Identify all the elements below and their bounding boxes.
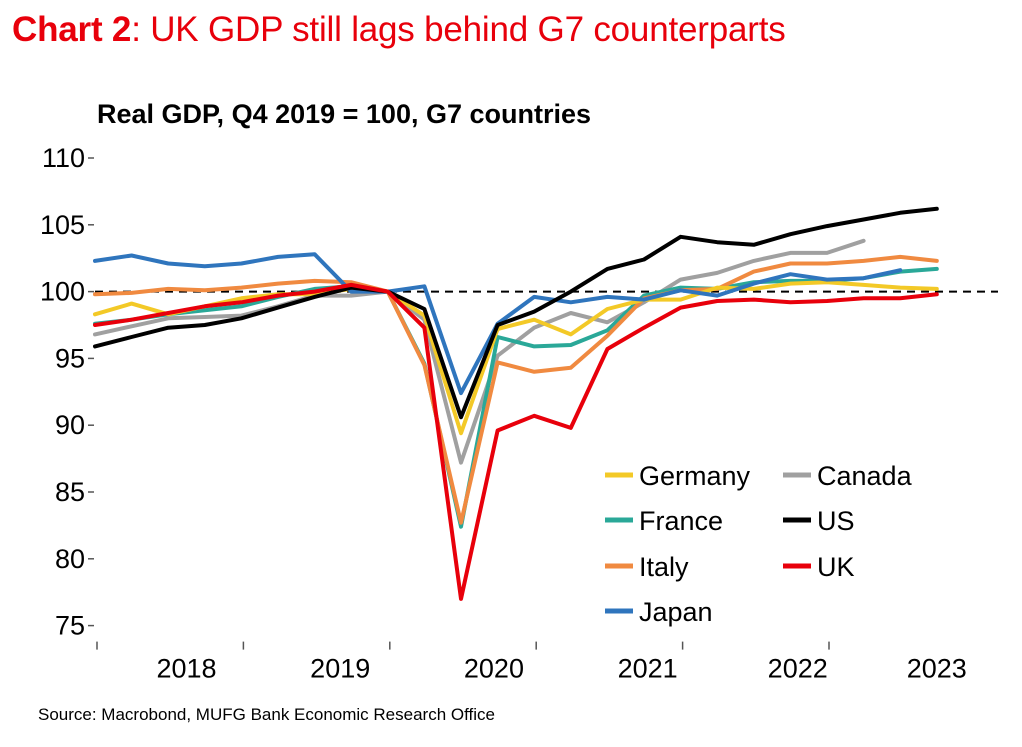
y-tick-label: 85 [55,477,85,507]
x-axis: 2018 2019 2020 2021 2022 2023 [95,641,967,684]
legend-item-italy: Italy [605,552,689,582]
legend-item-canada: Canada [783,461,913,491]
chart-headline: Chart 2: UK GDP still lags behind G7 cou… [12,10,786,50]
y-tick-label: 100 [40,277,85,307]
legend-item-uk: UK [783,552,855,582]
legend-label: US [817,506,855,536]
chart-number: Chart 2 [12,10,132,49]
x-tick-label: 2023 [907,654,967,684]
x-tick-label: 2022 [768,654,828,684]
series-line-germany [93,280,939,436]
legend-label: Canada [817,461,913,491]
legend-label: UK [817,552,855,582]
y-axis: 110 105 100 95 90 85 80 75 [40,143,96,641]
y-tick-label: 105 [40,210,85,240]
series-line-uk [93,282,939,601]
x-tick-label: 2021 [618,654,678,684]
series-line-canada [93,238,866,465]
x-tick-label: 2019 [310,654,370,684]
y-tick-label: 95 [55,343,85,373]
legend-item-germany: Germany [605,461,751,491]
y-tick-label: 90 [55,410,85,440]
y-tick-label: 75 [55,611,85,641]
chart-headline-text: : UK GDP still lags behind G7 counterpar… [131,10,786,49]
source-note: Source: Macrobond, MUFG Bank Economic Re… [38,705,495,724]
series-line-italy [93,254,939,525]
legend-item-france: France [605,506,723,536]
legend-label: Japan [639,597,713,627]
series-lines [93,206,939,601]
legend-label: Germany [639,461,751,491]
x-tick-label: 2018 [156,654,216,684]
gdp-line-chart: Real GDP, Q4 2019 = 100, G7 countries 11… [40,99,998,684]
legend-item-japan: Japan [605,597,713,627]
series-line-france [93,266,939,529]
legend-label: Italy [639,552,689,582]
legend-label: France [639,506,723,536]
y-tick-label: 80 [55,544,85,574]
x-tick-label: 2020 [464,654,524,684]
legend-item-us: US [783,506,855,536]
legend: Germany Canada France US Italy UK Japan [605,461,913,627]
series-line-us [93,206,939,420]
chart-subtitle: Real GDP, Q4 2019 = 100, G7 countries [97,99,591,129]
y-tick-label: 110 [42,143,85,173]
